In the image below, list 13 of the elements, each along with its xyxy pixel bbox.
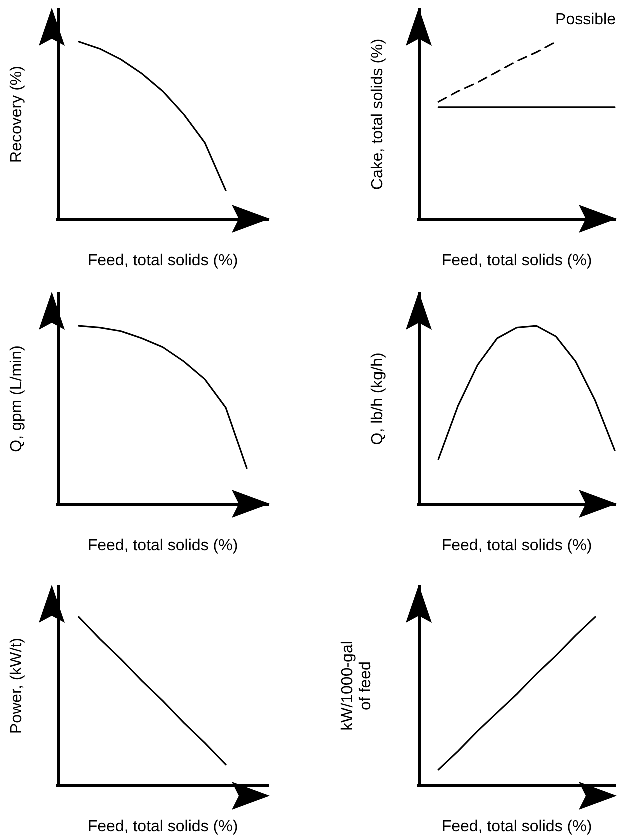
x-axis-title: Feed, total solids (%) bbox=[442, 818, 592, 836]
x-axis-title: Feed, total solids (%) bbox=[88, 818, 238, 836]
y-axis-title: Q, lb/h (kg/h) bbox=[370, 352, 386, 446]
y-axis-title: Power, (kW/t) bbox=[8, 638, 26, 734]
y-axis-title: kW/1000-gal of feed bbox=[340, 641, 374, 731]
x-axis-title: Feed, total solids (%) bbox=[88, 252, 238, 270]
y-axis-title: Recovery (%) bbox=[8, 66, 26, 163]
x-axis-title: Feed, total solids (%) bbox=[88, 538, 238, 554]
x-axis-title: Feed, total solids (%) bbox=[442, 252, 592, 270]
y-axis-title: Cake, total solids (%) bbox=[370, 38, 386, 190]
x-axis-title: Feed, total solids (%) bbox=[442, 538, 592, 554]
y-axis-title: Q, gpm (L/min) bbox=[8, 346, 26, 452]
text: Possible bbox=[556, 12, 616, 28]
